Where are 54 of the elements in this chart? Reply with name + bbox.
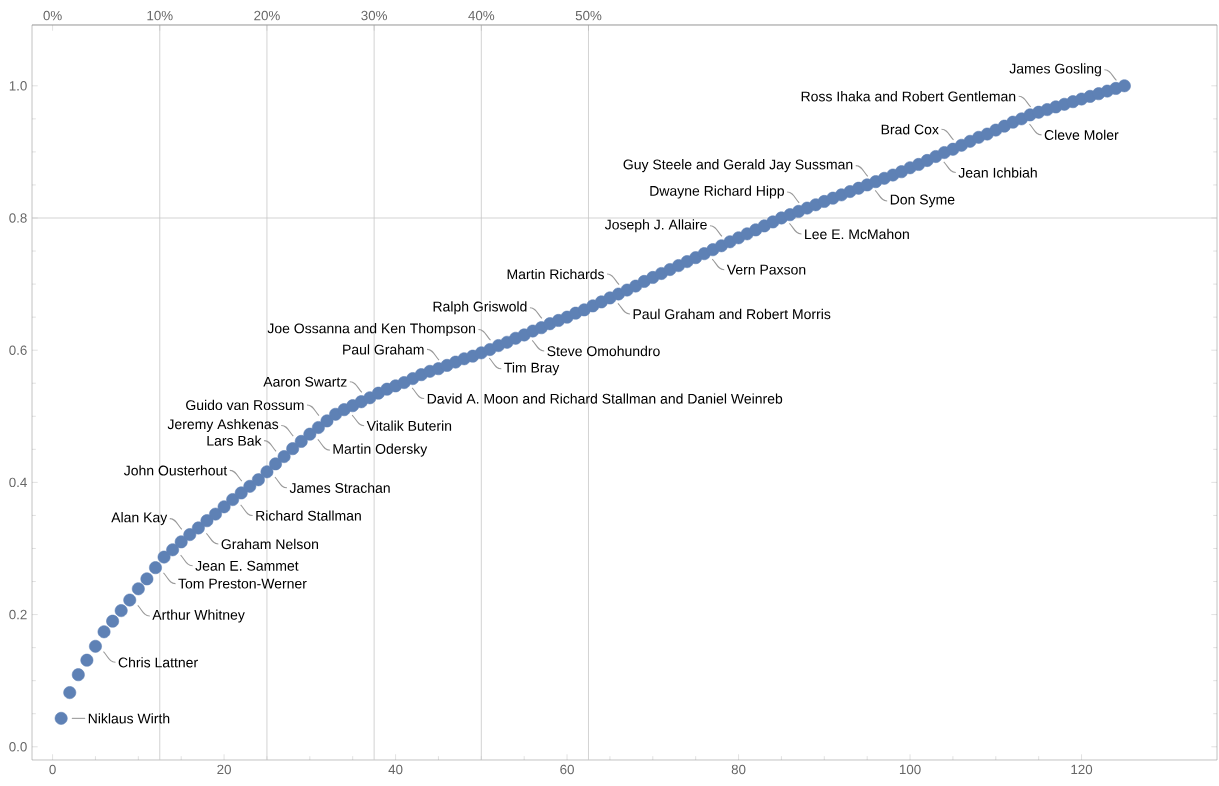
x2-tick-label: 10% (147, 10, 173, 21)
annotation: Aaron Swartz (263, 376, 347, 387)
annotation: Martin Odersky (333, 443, 428, 457)
x-tick-label: 20 (217, 764, 231, 775)
annotation: Jeremy Ashkenas (167, 418, 279, 432)
annotation: Niklaus Wirth (88, 713, 170, 724)
y-tick-label: 0.4 (9, 477, 27, 488)
annotation: John Ousterhout (123, 465, 228, 476)
annotation: Vern Paxson (726, 264, 806, 275)
x-tick-label: 80 (731, 764, 746, 775)
x-tick-label: 120 (1071, 764, 1093, 775)
annotation: Joe Ossanna and Ken Thompson (267, 323, 475, 337)
annotation: Tim Bray (504, 362, 560, 376)
x2-tick-label: 0% (43, 10, 62, 21)
annotation: Richard Stallman (256, 510, 361, 521)
annotation: Martin Richards (507, 268, 604, 280)
x-tick-label: 100 (899, 764, 921, 775)
annotation: Steve Omohundro (547, 345, 660, 357)
y-tick-label: 0.6 (9, 345, 27, 355)
annotation: Tom Preston-Werner (178, 578, 307, 589)
annotation: Cleve Moler (1044, 129, 1119, 140)
annotation: Arthur Whitney (152, 609, 245, 623)
annotation: Chris Lattner (118, 657, 198, 668)
annotation: David A. Moon and Richard Stallman and Daniel Weinreb (427, 393, 783, 404)
annotation: James Gosling (1009, 63, 1101, 77)
x-tick-label: 60 (560, 764, 574, 775)
annotation: Ralph Griswold (433, 301, 527, 315)
x-tick-label: 0 (49, 764, 56, 775)
annotation: Jean Ichbiah (958, 167, 1037, 178)
annotation: Lee E. McMahon (805, 228, 909, 240)
annotation: Paul Graham (343, 344, 424, 355)
annotation: Vitalik Buterin (366, 420, 452, 431)
annotation: Alan Kay (111, 512, 168, 526)
annotation: James Strachan (289, 482, 390, 493)
annotation: Guido van Rossum (186, 399, 304, 411)
annotation: Joseph J. Allaire (604, 219, 707, 233)
annotation: Dwayne Richard Hipp (650, 185, 784, 199)
annotation: Paul Graham and Robert Morris (633, 308, 831, 320)
y-tick-label: 0.0 (9, 742, 27, 752)
x2-tick-label: 20% (254, 10, 280, 21)
y-tick-label: 0.2 (9, 609, 27, 620)
annotation: Graham Nelson (221, 538, 318, 550)
annotation: Ross Ihaka and Robert Gentleman (801, 91, 1016, 102)
annotation: Brad Cox (881, 124, 939, 135)
annotation: Don Syme (890, 194, 955, 208)
y-tick-label: 0.8 (9, 213, 27, 223)
x2-tick-label: 50% (575, 10, 602, 21)
x2-tick-label: 40% (468, 10, 495, 21)
annotation: Jean E. Sammet (195, 560, 299, 571)
y-tick-label: 1.0 (9, 81, 27, 91)
x-tick-label: 40 (388, 764, 403, 775)
x2-tick-label: 30% (361, 10, 388, 21)
annotation: Guy Steele and Gerald Jay Sussman (623, 159, 853, 173)
annotation: Lars Bak (207, 435, 262, 446)
